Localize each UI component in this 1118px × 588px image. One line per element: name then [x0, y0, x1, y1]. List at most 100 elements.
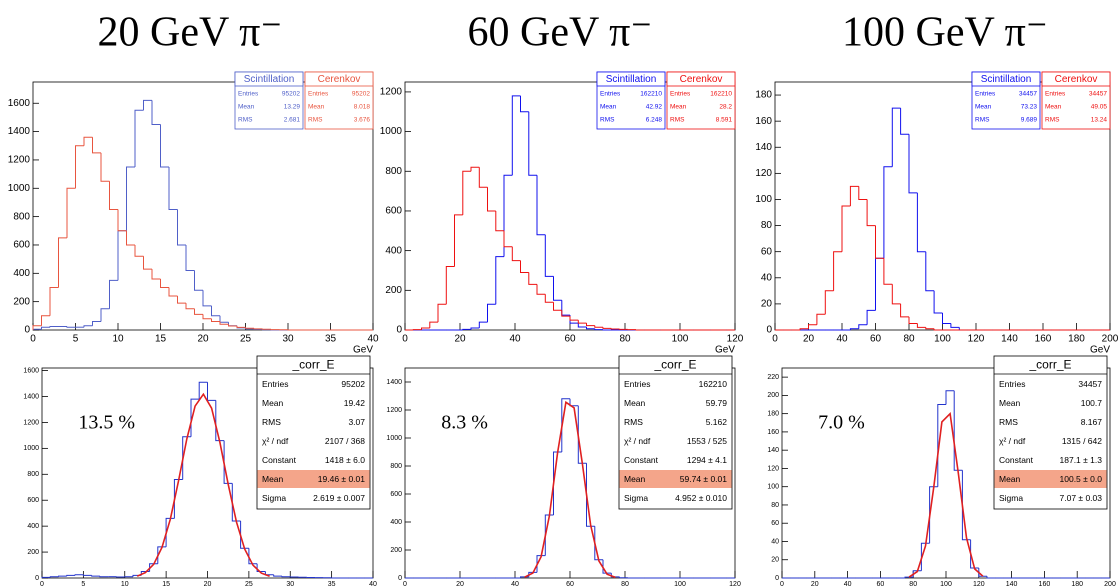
x-tick-label: 180 — [1071, 581, 1083, 588]
histogram-bin — [49, 326, 59, 328]
x-tick-label: 80 — [903, 334, 915, 345]
histogram-bin — [126, 166, 135, 231]
x-tick-label: 20 — [204, 581, 212, 588]
x-tick-label: 120 — [729, 581, 741, 588]
histogram-bin — [586, 463, 595, 527]
x-tick-label: 20 — [803, 334, 815, 345]
x-tick-label: 100 — [674, 581, 686, 588]
x-tick-label: 140 — [1006, 581, 1018, 588]
x-axis-label: GeV — [1090, 345, 1110, 356]
histogram-bin — [236, 326, 246, 328]
stats-label: Constant — [262, 455, 297, 465]
x-tick-label: 40 — [367, 334, 379, 345]
y-tick-label: 1400 — [23, 393, 39, 400]
resolution-annotation: 8.3 % — [441, 412, 488, 434]
stats-value: 162210 — [710, 91, 732, 98]
stats-value: 59.79 — [706, 398, 728, 408]
histogram-bin — [117, 209, 127, 232]
x-tick-label: 60 — [870, 334, 882, 345]
stats-value: 49.05 — [1091, 104, 1108, 111]
histogram-bin — [808, 324, 817, 329]
histogram-bin — [256, 563, 266, 572]
histogram-bin — [66, 326, 76, 328]
histogram-bin — [470, 166, 480, 172]
stats-header: _corr_E — [291, 358, 334, 372]
histogram-bin — [816, 313, 826, 325]
histogram-bin — [66, 187, 76, 238]
stats-label: χ² / ndf — [624, 436, 651, 446]
y-tick-label: 60 — [761, 246, 773, 257]
histogram-bin — [478, 321, 488, 328]
stats-label: Mean — [999, 474, 1021, 484]
stats-label: Entries — [308, 91, 329, 98]
y-tick-label: 1400 — [8, 126, 31, 137]
y-tick-label: 1000 — [23, 445, 39, 452]
histogram-bin — [92, 137, 101, 154]
y-tick-label: 600 — [385, 206, 402, 217]
histogram-bin — [799, 328, 809, 330]
histogram-bin — [511, 95, 521, 176]
stats-label: Sigma — [999, 493, 1023, 503]
y-tick-label: 200 — [13, 296, 30, 307]
stats-label: Sigma — [262, 493, 286, 503]
x-tick-label: 20 — [197, 334, 209, 345]
histogram-bin — [41, 315, 50, 326]
y-tick-label: 800 — [385, 166, 402, 177]
histogram-bin — [553, 451, 562, 515]
stats-value: 28.2 — [719, 104, 732, 111]
histogram-bin — [66, 574, 76, 577]
column-title: 60 GeV π⁻ — [468, 10, 653, 56]
column-title: 100 GeV π⁻ — [842, 10, 1048, 56]
y-tick-label: 400 — [13, 268, 30, 279]
histogram-bin — [58, 237, 67, 288]
histogram-bin — [883, 258, 893, 285]
x-tick-label: 0 — [40, 581, 44, 588]
y-tick-label: 140 — [767, 447, 779, 454]
histogram-bin — [610, 573, 620, 578]
resolution-annotation: 7.0 % — [818, 412, 865, 434]
histogram-bin — [866, 309, 876, 325]
y-tick-label: 160 — [767, 429, 779, 436]
x-tick-label: 0 — [403, 581, 407, 588]
histogram-bin — [165, 517, 175, 547]
histogram-bin — [211, 318, 220, 322]
stats-label: Entries — [624, 379, 650, 389]
x-tick-label: 160 — [1035, 334, 1052, 345]
stats-label: Constant — [999, 455, 1034, 465]
stats-label: Mean — [670, 104, 687, 111]
y-tick-label: 400 — [385, 245, 402, 256]
histogram-bin — [953, 390, 963, 471]
stats-value: 73.23 — [1021, 104, 1038, 111]
stats-value: 95202 — [352, 91, 370, 98]
stats-label: RMS — [1045, 117, 1060, 124]
histogram-bin — [109, 181, 118, 210]
histogram-bin — [100, 152, 110, 182]
x-tick-label: 120 — [973, 581, 985, 588]
y-tick-label: 0 — [775, 575, 779, 582]
histogram-bin — [41, 326, 50, 330]
histogram-bin — [219, 321, 229, 325]
stats-header: Scintillation — [981, 74, 1032, 85]
histogram-bin — [117, 230, 127, 281]
histogram-bin — [569, 316, 579, 321]
histogram-bin — [841, 205, 851, 252]
x-tick-label: 100 — [934, 334, 951, 345]
histogram-bin — [177, 296, 186, 304]
histogram-bin — [83, 136, 93, 146]
histogram-bin — [900, 303, 909, 318]
histogram-bin — [544, 294, 554, 303]
histogram-bin — [173, 479, 183, 519]
stats-label: Entries — [975, 91, 996, 98]
stats-value: 100.5 ± 0.0 — [1060, 474, 1103, 484]
histogram-bin — [920, 542, 930, 571]
histogram-bin — [875, 257, 884, 311]
y-tick-label: 800 — [13, 211, 30, 222]
x-tick-label: 5 — [81, 581, 85, 588]
x-tick-label: 80 — [619, 334, 631, 345]
y-tick-label: 0 — [766, 325, 772, 336]
x-tick-label: 160 — [1039, 581, 1051, 588]
histogram-bin — [74, 574, 84, 576]
histogram-bin — [82, 574, 92, 576]
